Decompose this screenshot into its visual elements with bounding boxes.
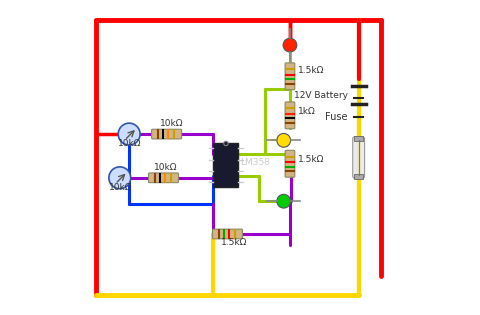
Text: 1.5kΩ: 1.5kΩ — [298, 155, 324, 163]
Text: 10kΩ: 10kΩ — [109, 183, 132, 192]
Circle shape — [277, 134, 290, 147]
Circle shape — [277, 194, 290, 208]
Circle shape — [109, 167, 131, 189]
Text: 12V Battery: 12V Battery — [294, 91, 348, 100]
Text: 1.5kΩ: 1.5kΩ — [221, 238, 248, 247]
FancyBboxPatch shape — [353, 137, 365, 178]
FancyBboxPatch shape — [152, 129, 181, 139]
Text: 10kΩ: 10kΩ — [154, 163, 178, 172]
Bar — [214, 143, 239, 187]
Text: 10kΩ: 10kΩ — [118, 139, 142, 148]
FancyBboxPatch shape — [213, 229, 242, 239]
Text: 1.5kΩ: 1.5kΩ — [298, 66, 324, 75]
Text: 1kΩ: 1kΩ — [298, 107, 315, 116]
FancyBboxPatch shape — [148, 173, 179, 183]
FancyBboxPatch shape — [285, 102, 295, 129]
Circle shape — [283, 38, 297, 52]
Text: Fuse: Fuse — [325, 112, 348, 122]
FancyBboxPatch shape — [285, 63, 295, 90]
Bar — [354, 175, 363, 179]
FancyBboxPatch shape — [285, 150, 295, 177]
Text: 10kΩ: 10kΩ — [160, 119, 184, 128]
Text: LM358: LM358 — [240, 158, 271, 167]
Bar — [354, 136, 363, 140]
Circle shape — [118, 123, 140, 145]
Circle shape — [224, 141, 228, 146]
